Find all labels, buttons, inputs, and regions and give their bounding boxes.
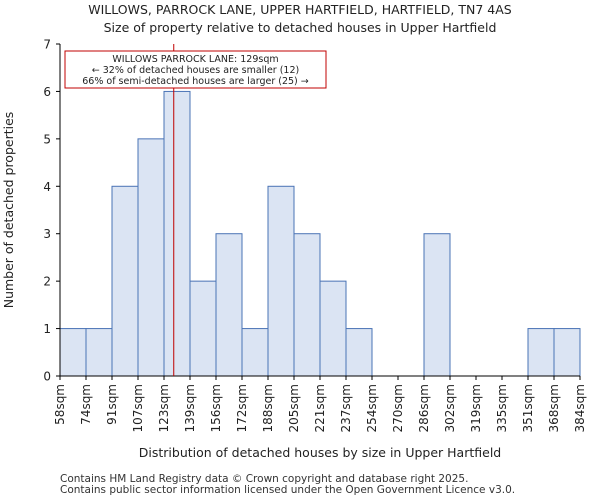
x-tick-label: 58sqm (53, 384, 67, 425)
x-axis-label: Distribution of detached houses by size … (139, 445, 501, 460)
histogram-bar (59, 328, 87, 377)
y-axis-label: Number of detached properties (1, 112, 16, 309)
x-tick-label: 221sqm (313, 384, 327, 432)
histogram-bar (553, 328, 581, 377)
x-tick-label: 91sqm (105, 384, 119, 425)
x-tick-label: 188sqm (261, 384, 275, 432)
y-tick-label: 5 (43, 132, 51, 146)
bars-group (59, 90, 581, 377)
x-tick-label: 351sqm (521, 384, 535, 432)
histogram-bar (293, 233, 321, 377)
x-tick-label: 205sqm (287, 384, 301, 432)
histogram-bar (85, 328, 113, 377)
y-tick-label: 0 (43, 370, 51, 384)
y-tick-label: 4 (43, 180, 51, 194)
annotation-line-1: WILLOWS PARROCK LANE: 129sqm (112, 54, 278, 65)
y-axis: 0 1 2 3 4 5 6 7 (43, 38, 61, 384)
x-tick-label: 107sqm (131, 384, 145, 432)
y-tick-label: 3 (43, 227, 51, 241)
x-tick-label: 74sqm (79, 384, 93, 425)
histogram-bar (345, 328, 373, 377)
x-tick-label: 172sqm (235, 384, 249, 432)
histogram-bar (267, 185, 295, 377)
annotation-line-3: 66% of semi-detached houses are larger (… (82, 76, 309, 87)
histogram-bar (527, 328, 555, 377)
y-tick-label: 6 (43, 85, 51, 99)
y-tick-label: 2 (43, 275, 51, 289)
x-tick-label: 384sqm (573, 384, 587, 432)
histogram-bar (111, 185, 139, 377)
histogram-bar (423, 233, 451, 377)
chart-title-address: WILLOWS, PARROCK LANE, UPPER HARTFIELD, … (88, 2, 512, 17)
x-tick-label: 319sqm (469, 384, 483, 432)
histogram-bar (241, 328, 269, 377)
footer-copyright: Contains HM Land Registry data © Crown c… (60, 473, 469, 485)
x-tick-label: 302sqm (443, 384, 457, 432)
histogram-bar (319, 280, 347, 377)
y-tick-label: 7 (43, 38, 51, 52)
x-tick-label: 286sqm (417, 384, 431, 432)
x-tick-label: 254sqm (365, 384, 379, 432)
x-tick-label: 156sqm (209, 384, 223, 432)
histogram-bar (189, 280, 217, 377)
y-tick-label: 1 (43, 322, 51, 336)
annotation-line-2: ← 32% of detached houses are smaller (12… (92, 65, 299, 76)
x-tick-label: 237sqm (339, 384, 353, 432)
annotation-box (64, 50, 327, 89)
histogram-bar (215, 233, 243, 377)
chart-title: Size of property relative to detached ho… (103, 20, 497, 35)
x-tick-label: 123sqm (157, 384, 171, 432)
x-tick-label: 139sqm (183, 384, 197, 432)
x-tick-label: 368sqm (547, 384, 561, 432)
x-tick-label: 270sqm (391, 384, 405, 432)
histogram-bar (137, 138, 165, 377)
histogram-bar (163, 90, 191, 377)
footer-licence: Contains public sector information licen… (60, 484, 516, 496)
x-tick-label: 335sqm (495, 384, 509, 432)
x-axis: 58sqm 74sqm 91sqm 107sqm 123sqm 139sqm 156sqm 1… (53, 375, 587, 432)
